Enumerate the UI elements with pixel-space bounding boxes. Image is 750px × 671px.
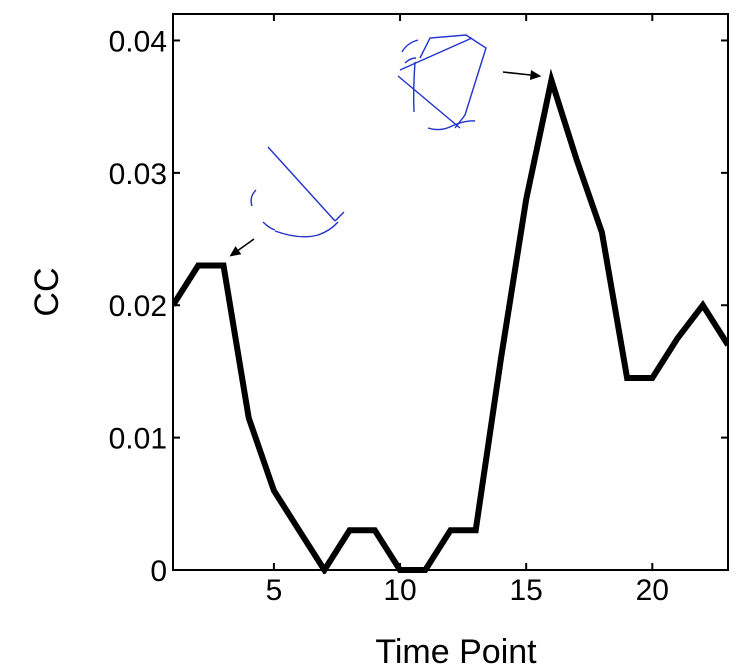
x-axis-label: Time Point <box>375 633 537 671</box>
annotation-layer <box>229 34 542 257</box>
y-tick-label-0.01: 0.01 <box>109 423 167 456</box>
y-axis-label: CC <box>28 267 66 316</box>
series-line-0 <box>173 68 728 574</box>
x-tick-label-20: 20 <box>636 574 669 607</box>
series-layer <box>173 68 728 574</box>
y-tick-label-0.02: 0.02 <box>109 290 167 323</box>
inset-sketch-2 <box>397 34 487 131</box>
arrow-to-point-16 <box>502 70 542 80</box>
y-tick-label-0: 0 <box>150 555 167 588</box>
x-tick-label-10: 10 <box>383 574 416 607</box>
x-axis-ticks: 5 10 15 20 <box>266 14 669 607</box>
x-tick-label-5: 5 <box>266 574 283 607</box>
y-axis-ticks: 0 0.01 0.02 0.03 0.04 <box>109 25 728 588</box>
x-tick-label-15: 15 <box>509 574 542 607</box>
inset-sketch-1 <box>250 146 345 238</box>
arrow-to-point-3 <box>229 238 255 257</box>
y-tick-label-0.03: 0.03 <box>109 158 167 191</box>
y-tick-label-0.04: 0.04 <box>109 25 167 58</box>
plot-frame <box>172 13 729 571</box>
